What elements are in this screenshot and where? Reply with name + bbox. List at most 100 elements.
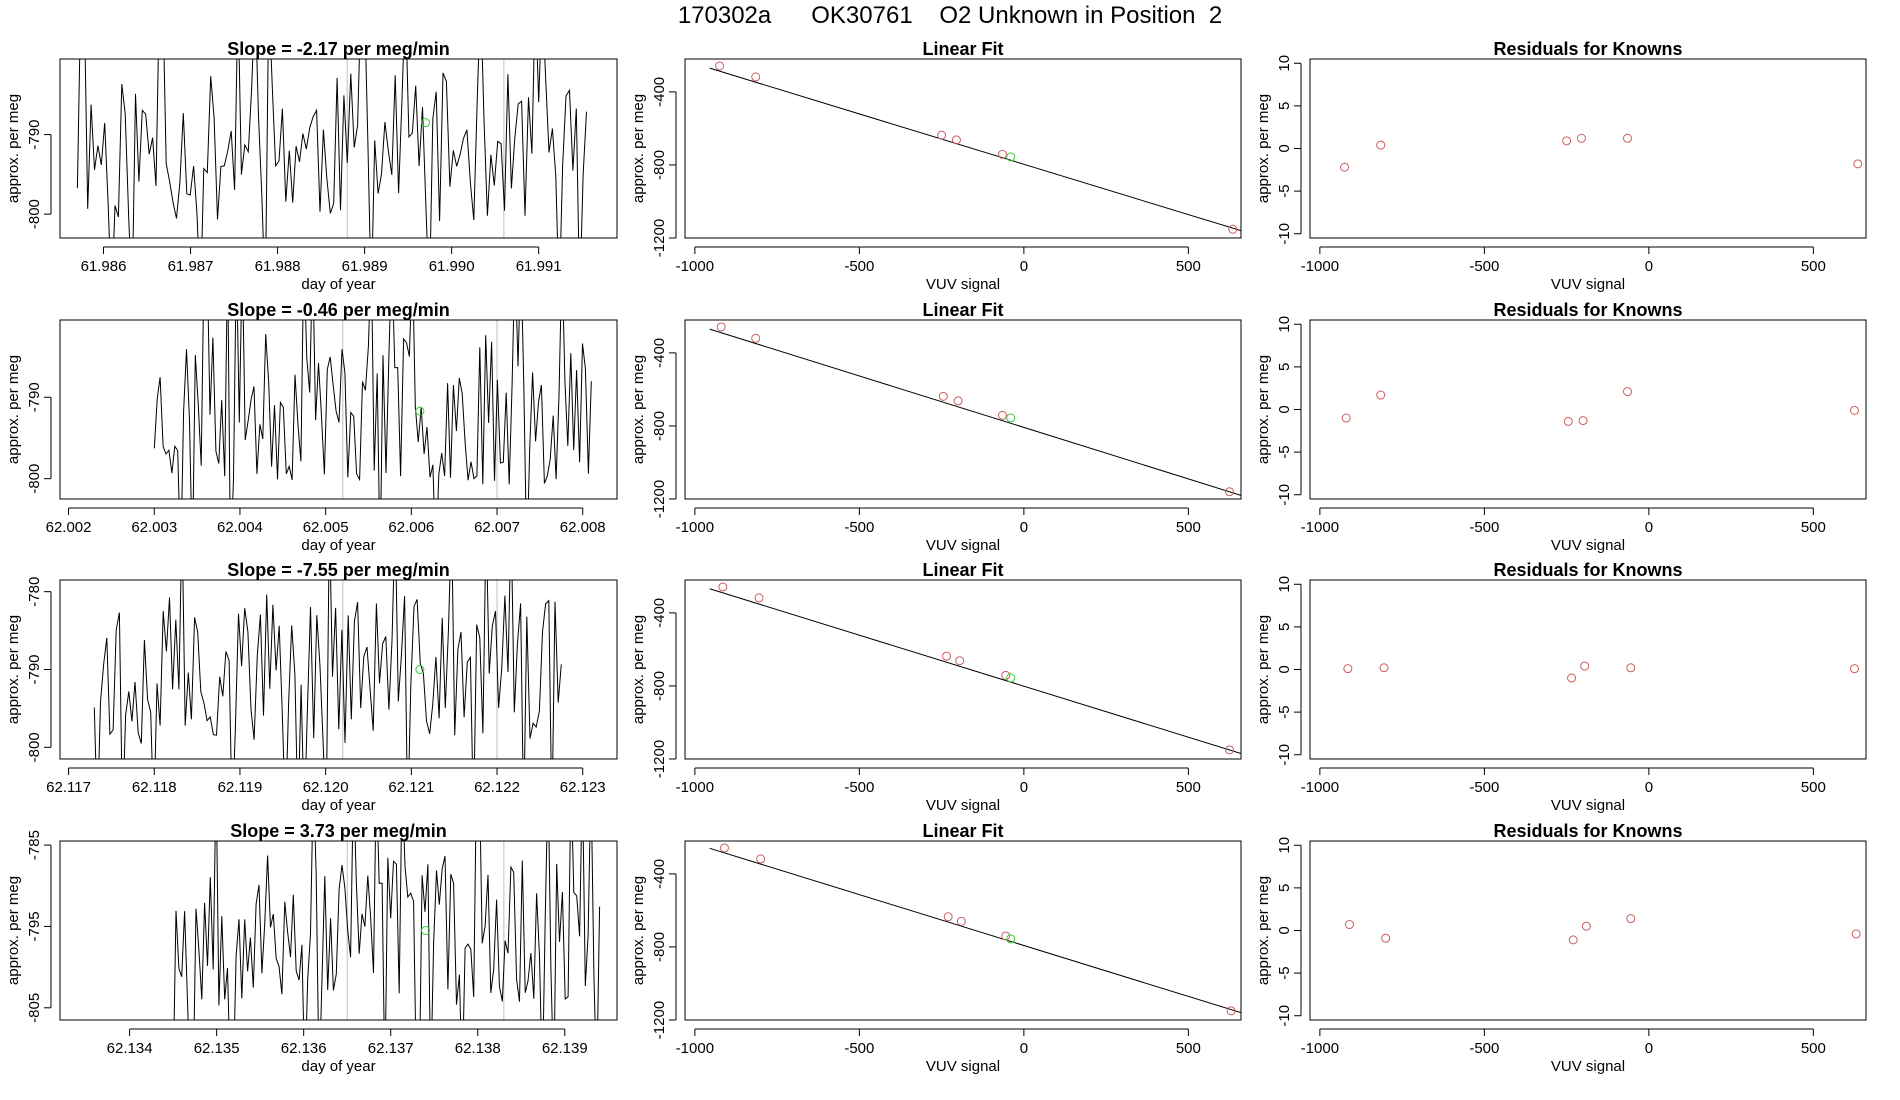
unknown-point	[1006, 152, 1016, 162]
linear-fit-panel-1: Linear Fit VUV signal approx. per meg -1000…	[630, 39, 1242, 293]
ts-xtick-label: 62.120	[303, 779, 349, 796]
resid-ytick-label: -5	[1276, 966, 1293, 979]
resid-ytick-label: 0	[1276, 926, 1293, 934]
resid-ytick-label: -10	[1276, 223, 1293, 245]
known-standard-point	[943, 912, 953, 922]
unknown-point	[421, 926, 431, 935]
residual-point	[1376, 140, 1386, 150]
resid-ytick-label: 10	[1276, 316, 1293, 333]
fit-ytick-label: -400	[651, 598, 668, 628]
known-standard-point	[956, 916, 966, 926]
fit-xlabel: VUV signal	[926, 537, 1000, 554]
known-standard-point	[938, 391, 948, 401]
residuals-panel-4: Residuals for Knowns VUV signal approx. pe…	[1255, 821, 1867, 1075]
ts-xtick-label: 62.135	[194, 1040, 240, 1057]
ts-xtick-label: 62.007	[474, 519, 520, 536]
unknown-point	[1006, 673, 1016, 683]
resid-ytick-label: 10	[1276, 837, 1293, 854]
resid-xlabel: VUV signal	[1551, 276, 1625, 293]
fit-ytick-label: -400	[651, 859, 668, 889]
fit-xtick-label: -500	[844, 258, 874, 275]
timeseries-panel-4: Slope = 3.73 per meg/min day of year appro…	[5, 821, 618, 1075]
fit-frame	[684, 579, 1242, 760]
fit-plot-area	[709, 61, 1241, 234]
data-trace-line	[153, 320, 592, 499]
ts-ytick-label: -800	[26, 464, 43, 494]
residual-point	[1622, 387, 1632, 397]
resid-xlabel: VUV signal	[1551, 537, 1625, 554]
resid-xtick-label: -1000	[1301, 779, 1339, 796]
fit-xtick-label: 0	[1020, 258, 1028, 275]
residual-point	[1851, 929, 1861, 939]
resid-ytick-label: -10	[1276, 744, 1293, 766]
timeseries-panel-1: Slope = -2.17 per meg/min day of year appr…	[5, 39, 618, 293]
ts-xtick-label: 62.121	[388, 779, 434, 796]
fit-title: Linear Fit	[922, 300, 1003, 320]
unknown-point	[415, 665, 425, 674]
ts-xtick-label: 62.006	[388, 519, 434, 536]
known-standard-point	[756, 854, 766, 864]
resid-ytick-label: 0	[1276, 405, 1293, 413]
residuals-panel-3: Residuals for Knowns VUV signal approx. pe…	[1255, 560, 1867, 814]
resid-xtick-label: -500	[1469, 519, 1499, 536]
residual-point	[1581, 921, 1591, 931]
ts-xlabel: day of year	[301, 797, 375, 814]
resid-xtick-label: 500	[1801, 779, 1826, 796]
resid-ytick-label: 10	[1276, 576, 1293, 593]
resid-ylabel: approx. per meg	[1255, 94, 1272, 203]
resid-frame	[1309, 840, 1867, 1021]
resid-xtick-label: -1000	[1301, 1040, 1339, 1057]
fit-ytick-label: -400	[651, 77, 668, 107]
ts-xtick-label: 62.136	[281, 1040, 327, 1057]
residual-point	[1578, 416, 1588, 426]
fit-xlabel: VUV signal	[926, 1058, 1000, 1075]
ts-plot-area	[173, 841, 601, 1020]
ts-xtick-label: 62.005	[303, 519, 349, 536]
resid-xtick-label: 0	[1645, 1040, 1653, 1057]
ts-xlabel: day of year	[301, 1058, 375, 1075]
resid-xtick-label: 500	[1801, 258, 1826, 275]
fit-xtick-label: 500	[1176, 779, 1201, 796]
ts-ylabel: approx. per meg	[5, 355, 22, 464]
ts-title: Slope = -2.17 per meg/min	[227, 39, 450, 59]
residual-point	[1626, 914, 1636, 924]
resid-ylabel: approx. per meg	[1255, 876, 1272, 985]
residual-point	[1341, 413, 1351, 423]
resid-xtick-label: -500	[1469, 258, 1499, 275]
known-standard-point	[754, 593, 764, 603]
resid-ytick-label: 5	[1276, 884, 1293, 892]
ts-ytick-label: -780	[26, 577, 43, 607]
residuals-panel-2: Residuals for Knowns VUV signal approx. pe…	[1255, 300, 1867, 554]
resid-ytick-label: -5	[1276, 445, 1293, 458]
residual-point	[1562, 136, 1572, 146]
residual-point	[1849, 664, 1859, 674]
resid-frame	[1309, 58, 1867, 239]
fit-frame	[684, 58, 1242, 239]
residual-point	[1568, 935, 1578, 945]
fit-xtick-label: -500	[844, 1040, 874, 1057]
ts-title: Slope = -0.46 per meg/min	[227, 300, 450, 320]
residual-point	[1381, 933, 1391, 943]
ts-xtick-label: 62.134	[107, 1040, 153, 1057]
known-standard-point	[751, 72, 761, 82]
ts-xtick-label: 61.991	[516, 258, 562, 275]
resid-xlabel: VUV signal	[1551, 1058, 1625, 1075]
fit-ytick-label: -800	[651, 932, 668, 962]
fit-xtick-label: 500	[1176, 258, 1201, 275]
resid-ylabel: approx. per meg	[1255, 615, 1272, 724]
ts-ylabel: approx. per meg	[5, 615, 22, 724]
ts-ylabel: approx. per meg	[5, 876, 22, 985]
ts-ylabel: approx. per meg	[5, 94, 22, 203]
fit-ylabel: approx. per meg	[630, 615, 647, 724]
ts-plot-area	[93, 580, 562, 759]
ts-xtick-label: 62.008	[560, 519, 606, 536]
linear-fit-panel-3: Linear Fit VUV signal approx. per meg -1000…	[630, 560, 1242, 814]
known-standard-point	[997, 410, 1007, 420]
ts-xtick-label: 61.988	[255, 258, 301, 275]
ts-ytick-label: -800	[26, 732, 43, 762]
ts-xtick-label: 62.119	[218, 779, 263, 796]
residual-point	[1622, 133, 1632, 143]
ts-xlabel: day of year	[301, 276, 375, 293]
resid-ylabel: approx. per meg	[1255, 355, 1272, 464]
residual-point	[1853, 159, 1863, 169]
